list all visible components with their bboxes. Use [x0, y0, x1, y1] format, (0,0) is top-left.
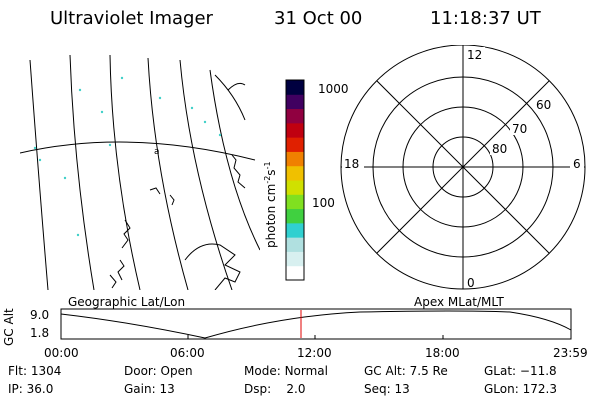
colorbar-band: [286, 165, 304, 181]
mlt-label-6: 6: [573, 157, 581, 171]
meridian-line: [209, 69, 260, 251]
aurora-dot: [78, 88, 82, 92]
aurora-dot: [33, 146, 37, 150]
colorbar-band: [286, 122, 304, 138]
glat-field: GLat: −11.8: [484, 364, 557, 378]
seq-field: Seq: 13: [364, 382, 410, 396]
mlt-label-0: 0: [467, 276, 475, 290]
orbit-xtick-0000: 00:00: [44, 346, 79, 360]
colorbar-band: [286, 151, 304, 167]
map-marker-label: a: [154, 147, 160, 157]
coastline: [117, 259, 125, 281]
colorbar-unit-label: photon cm-2s-1: [263, 161, 278, 248]
aurora-dot: [108, 143, 112, 147]
aurora-dot: [38, 158, 42, 162]
coastline: [214, 74, 246, 121]
time-label: 11:18:37 UT: [430, 8, 541, 29]
coastline: [109, 274, 117, 289]
colorbar-band: [286, 265, 304, 281]
orbit-ylabel: GC Alt: [2, 308, 16, 346]
mlt-label-12: 12: [467, 48, 482, 62]
colorbar-band: [286, 251, 304, 267]
meridian-line: [109, 54, 141, 290]
mode-field: Mode: Normal: [244, 364, 328, 378]
mlat-label-80: 80: [492, 142, 507, 156]
date-label: 31 Oct 00: [274, 8, 363, 29]
mlat-label-70: 70: [512, 122, 527, 136]
door-field: Door: Open: [124, 364, 193, 378]
gcalt-field: GC Alt: 7.5 Re: [364, 364, 448, 378]
orbit-xtick-2359: 23:59: [553, 346, 588, 360]
aurora-dot: [203, 120, 207, 124]
colorbar-band: [286, 108, 304, 124]
orbit-xtick-1800: 18:00: [425, 346, 460, 360]
coastline: [227, 82, 246, 91]
meridian-line: [147, 57, 189, 290]
colorbar: [285, 79, 305, 281]
colorbar-band: [286, 94, 304, 110]
glon-field: GLon: 172.3: [484, 382, 557, 396]
coastline: [184, 243, 241, 290]
aurora-dot: [100, 110, 104, 114]
aurora-dot: [63, 176, 67, 180]
orbit-ytick-max: 9.0: [30, 308, 50, 322]
mlt-label-18: 18: [344, 157, 359, 171]
instrument-title: Ultraviolet Imager: [50, 8, 213, 29]
ip-field: IP: 36.0: [8, 382, 54, 396]
aurora-dot: [158, 96, 162, 100]
dsp-field: Dsp: 2.0: [244, 382, 306, 396]
colorbar-band: [286, 80, 304, 95]
meridian-line: [69, 54, 95, 290]
colorbar-band: [286, 180, 304, 195]
colorbar-tick-1000: 1000: [318, 82, 349, 96]
colorbar-gradient: [286, 80, 304, 281]
apex-label: Apex MLat/MLT: [414, 295, 504, 309]
colorbar-tick-100: 100: [312, 196, 335, 210]
aurora-dot: [218, 133, 222, 137]
colorbar-band: [286, 222, 304, 238]
meridian-line: [29, 59, 49, 290]
orbit-altitude-curve: [60, 310, 572, 339]
coastline: [231, 154, 246, 189]
coastline: [169, 194, 175, 206]
colorbar-band: [286, 194, 304, 210]
polar-diagonal: [376, 80, 550, 254]
aurora-dot: [190, 106, 194, 110]
latitude-line: [20, 141, 256, 161]
geographic-label: Geographic Lat/Lon: [68, 295, 186, 309]
orbit-xtick-1200: 12:00: [297, 346, 332, 360]
polar-mlat-mlt-plot: 12 0 18 6 60 70 80: [340, 45, 586, 290]
aurora-dot: [120, 76, 124, 80]
mlat-label-60: 60: [536, 98, 551, 112]
flt-field: Flt: 1304: [8, 364, 62, 378]
meridian-line: [179, 59, 233, 290]
colorbar-band: [286, 237, 304, 252]
coastline: [149, 187, 161, 195]
orbit-xtick-0600: 06:00: [170, 346, 205, 360]
orbit-ytick-min: 1.8: [30, 326, 50, 340]
geographic-map: a: [20, 54, 260, 290]
gain-field: Gain: 13: [124, 382, 175, 396]
colorbar-band: [286, 137, 304, 152]
orbit-altitude-plot: [60, 308, 572, 340]
aurora-dot: [76, 233, 80, 237]
colorbar-band: [286, 208, 304, 224]
coastline: [121, 219, 131, 249]
